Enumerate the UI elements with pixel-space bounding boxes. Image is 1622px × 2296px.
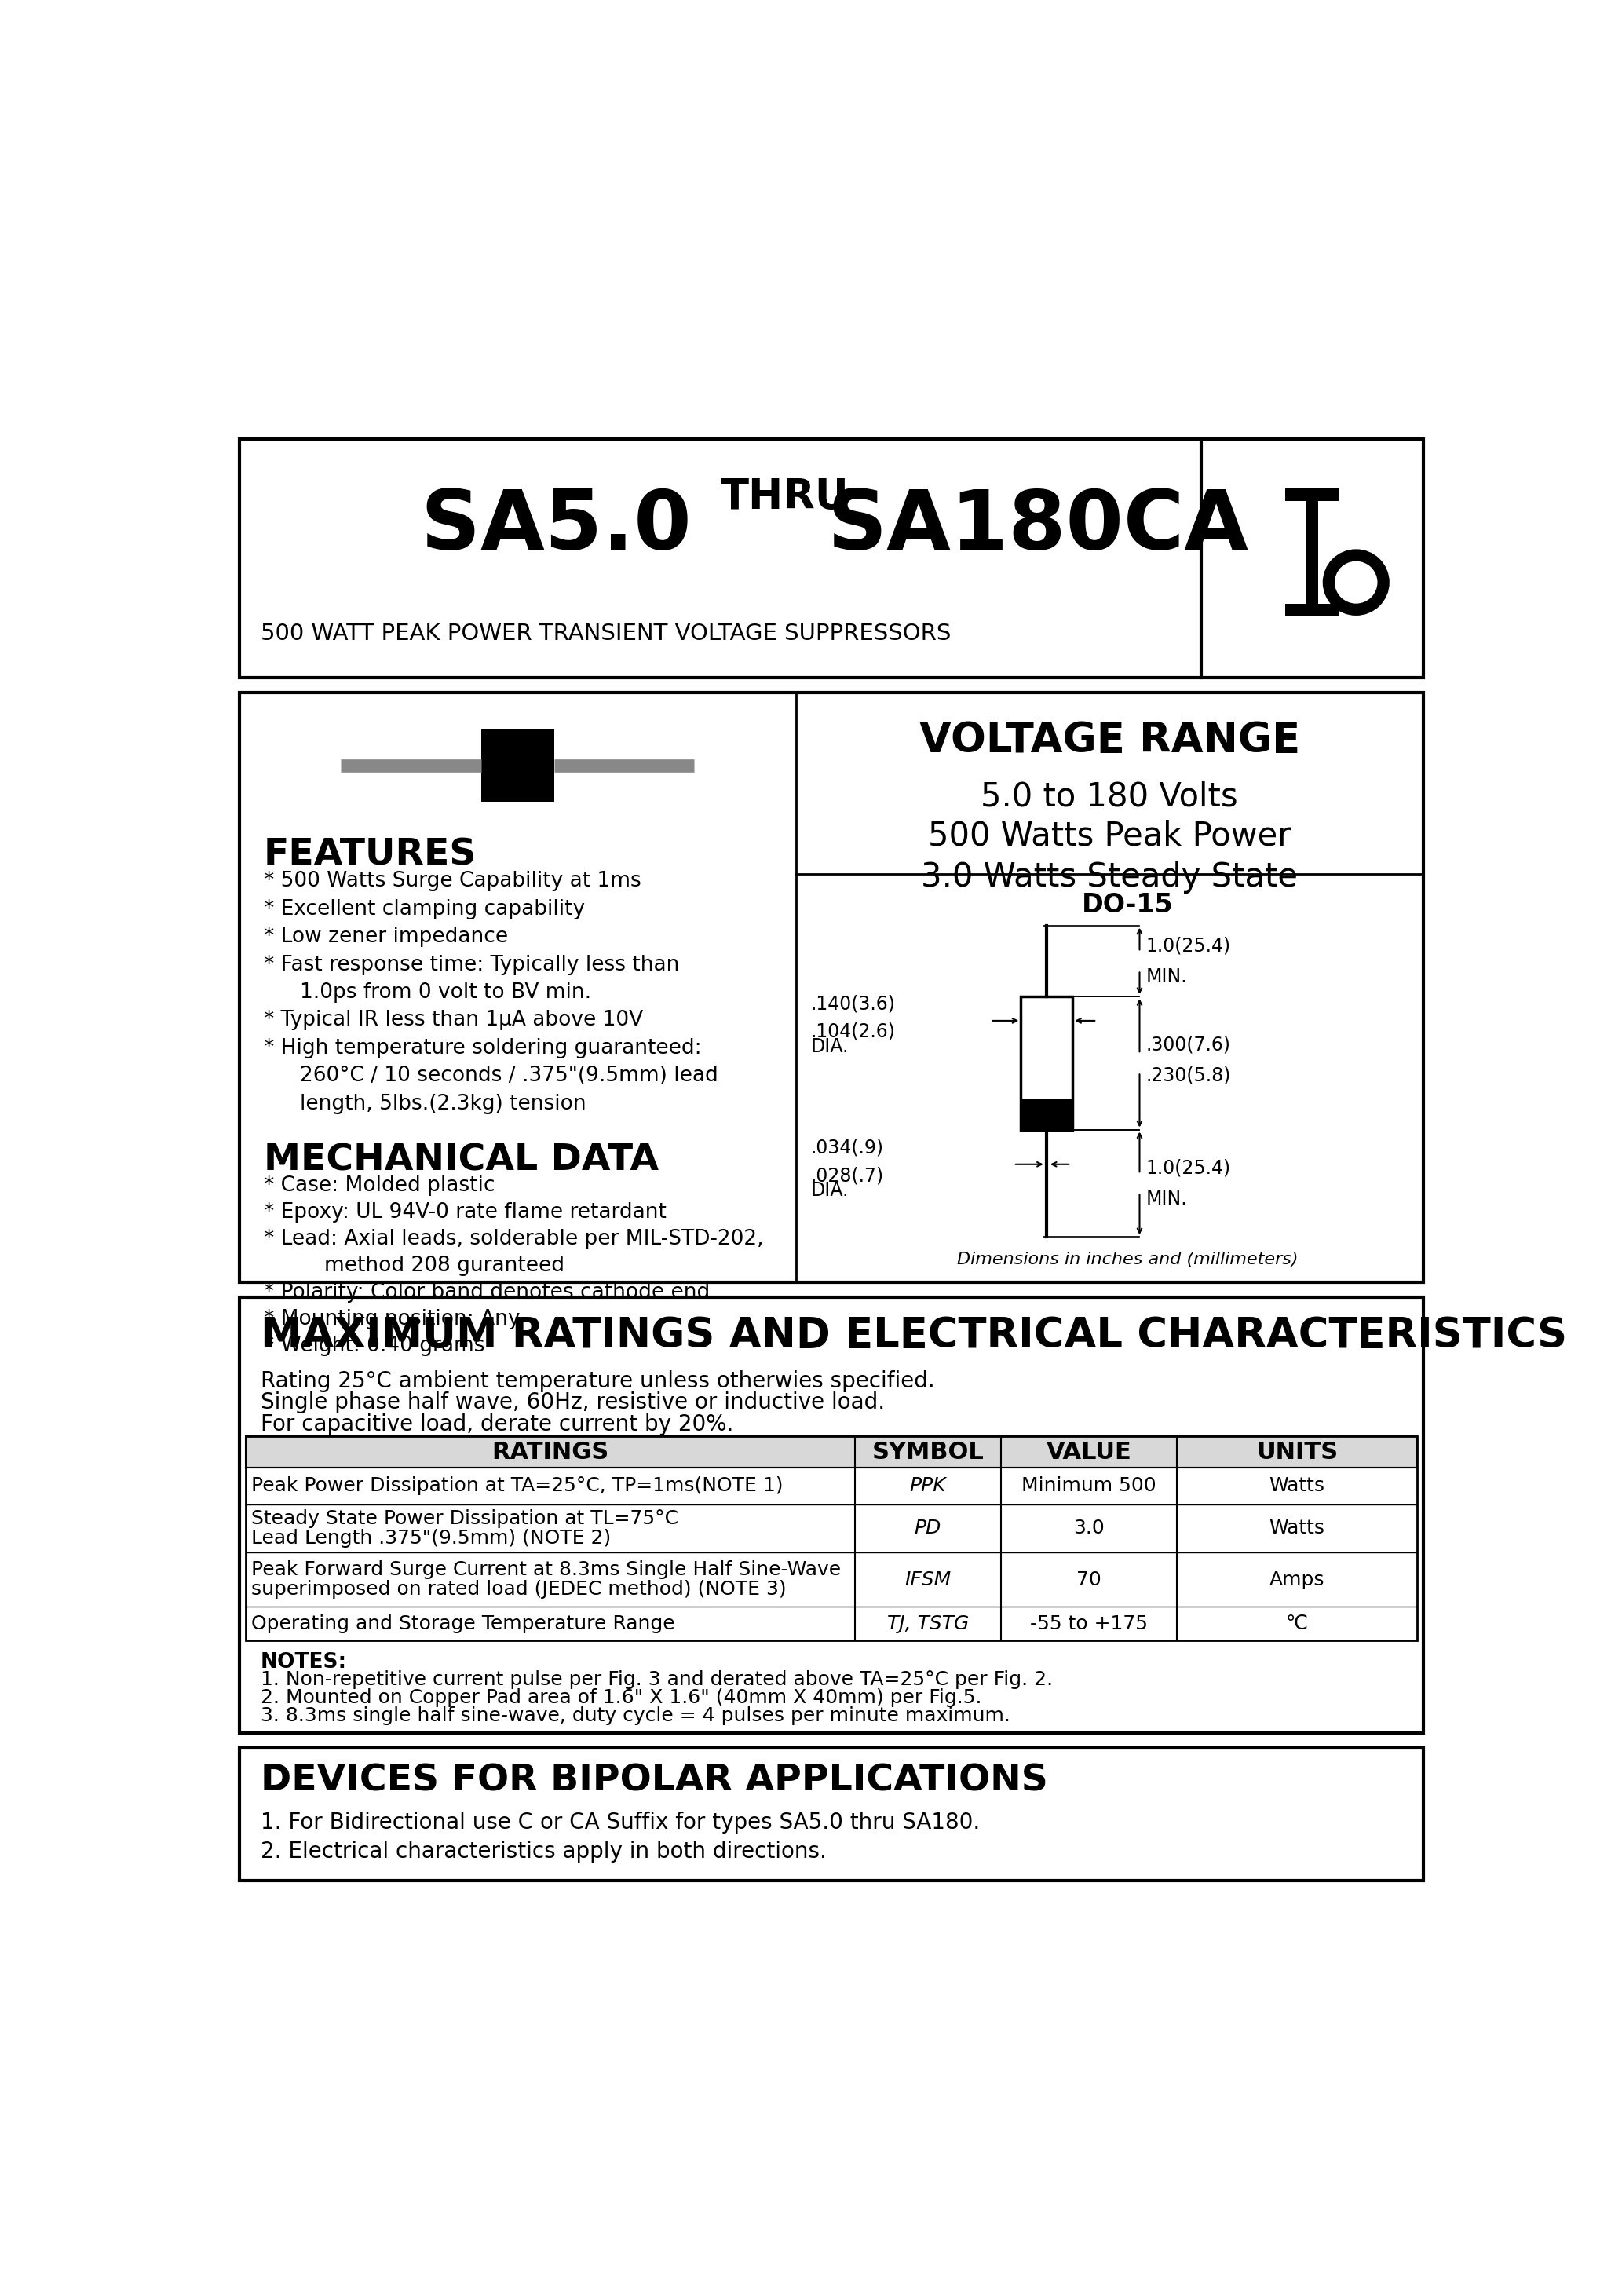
Text: .034(.9): .034(.9) [811, 1139, 884, 1157]
Text: 260°C / 10 seconds / .375"(9.5mm) lead: 260°C / 10 seconds / .375"(9.5mm) lead [300, 1065, 719, 1086]
Text: VALUE: VALUE [1046, 1440, 1132, 1463]
Text: .140(3.6): .140(3.6) [811, 994, 895, 1013]
Text: 500 WATT PEAK POWER TRANSIENT VOLTAGE SUPPRESSORS: 500 WATT PEAK POWER TRANSIENT VOLTAGE SU… [261, 622, 950, 645]
Text: Steady State Power Dissipation at TL=75°C: Steady State Power Dissipation at TL=75°… [251, 1508, 678, 1529]
Text: * High temperature soldering guaranteed:: * High temperature soldering guaranteed: [264, 1038, 701, 1058]
Text: RATINGS: RATINGS [491, 1440, 608, 1463]
Text: -55 to +175: -55 to +175 [1030, 1614, 1148, 1632]
Text: 500 Watts Peak Power: 500 Watts Peak Power [928, 820, 1291, 852]
Text: Single phase half wave, 60Hz, resistive or inductive load.: Single phase half wave, 60Hz, resistive … [261, 1391, 884, 1414]
Text: NOTES:: NOTES: [261, 1653, 347, 1674]
Text: .300(7.6): .300(7.6) [1145, 1035, 1231, 1054]
Bar [1020, 1100, 1072, 1130]
Bar [1285, 489, 1340, 501]
Text: Peak Forward Surge Current at 8.3ms Single Half Sine-Wave: Peak Forward Surge Current at 8.3ms Sing… [251, 1561, 842, 1580]
Text: MIN.: MIN. [1145, 967, 1187, 985]
Text: * Case: Molded plastic: * Case: Molded plastic [264, 1176, 495, 1196]
Text: superimposed on rated load (JEDEC method) (NOTE 3): superimposed on rated load (JEDEC method… [251, 1580, 787, 1598]
Text: PD: PD [915, 1520, 941, 1538]
Text: * 500 Watts Surge Capability at 1ms: * 500 Watts Surge Capability at 1ms [264, 870, 641, 891]
Text: * Mounting position: Any: * Mounting position: Any [264, 1309, 521, 1329]
Text: 5.0 to 180 Volts: 5.0 to 180 Volts [981, 781, 1238, 813]
Text: 1.0ps from 0 volt to BV min.: 1.0ps from 0 volt to BV min. [300, 983, 592, 1003]
Text: Watts: Watts [1270, 1520, 1325, 1538]
Text: * Fast response time: Typically less than: * Fast response time: Typically less tha… [264, 955, 680, 976]
Text: .230(5.8): .230(5.8) [1145, 1065, 1231, 1086]
Text: Lead Length .375"(9.5mm) (NOTE 2): Lead Length .375"(9.5mm) (NOTE 2) [251, 1529, 611, 1548]
Text: THRU: THRU [720, 475, 848, 517]
Bar [240, 439, 1422, 677]
Text: * Excellent clamping capability: * Excellent clamping capability [264, 900, 586, 918]
Text: DIA.: DIA. [811, 1180, 848, 1201]
Text: 3.0: 3.0 [1074, 1520, 1105, 1538]
Text: For capacitive load, derate current by 20%.: For capacitive load, derate current by 2… [261, 1414, 733, 1435]
Text: Peak Power Dissipation at TA=25°C, TP=1ms(NOTE 1): Peak Power Dissipation at TA=25°C, TP=1m… [251, 1476, 783, 1495]
Text: SA5.0: SA5.0 [420, 487, 720, 567]
Text: 1. Non-repetitive current pulse per Fig. 3 and derated above TA=25°C per Fig. 2.: 1. Non-repetitive current pulse per Fig.… [261, 1671, 1053, 1690]
Bar [1306, 501, 1319, 604]
Text: SYMBOL: SYMBOL [873, 1440, 985, 1463]
Bar [245, 1437, 1418, 1467]
Bar [245, 1437, 1418, 1639]
Text: 70: 70 [1077, 1570, 1101, 1589]
Text: MECHANICAL DATA: MECHANICAL DATA [264, 1143, 659, 1178]
Text: method 208 guranteed: method 208 guranteed [324, 1256, 564, 1277]
Bar [240, 1747, 1422, 1880]
Bar [240, 693, 1422, 1281]
Text: * Weight: 0.40 grams: * Weight: 0.40 grams [264, 1336, 485, 1357]
Text: FEATURES: FEATURES [264, 838, 477, 872]
Text: * Typical IR less than 1μA above 10V: * Typical IR less than 1μA above 10V [264, 1010, 642, 1031]
Text: DEVICES FOR BIPOLAR APPLICATIONS: DEVICES FOR BIPOLAR APPLICATIONS [261, 1763, 1048, 1798]
Text: * Lead: Axial leads, solderable per MIL-STD-202,: * Lead: Axial leads, solderable per MIL-… [264, 1228, 764, 1249]
Text: UNITS: UNITS [1255, 1440, 1338, 1463]
Text: PPK: PPK [910, 1476, 946, 1495]
Text: 3.0 Watts Steady State: 3.0 Watts Steady State [921, 861, 1298, 893]
Text: 1.0(25.4): 1.0(25.4) [1145, 1157, 1231, 1178]
Bar [1020, 996, 1072, 1130]
Text: 3. 8.3ms single half sine-wave, duty cycle = 4 pulses per minute maximum.: 3. 8.3ms single half sine-wave, duty cyc… [261, 1706, 1011, 1727]
Text: MIN.: MIN. [1145, 1189, 1187, 1208]
Text: 2. Electrical characteristics apply in both directions.: 2. Electrical characteristics apply in b… [261, 1841, 827, 1862]
Text: .104(2.6): .104(2.6) [811, 1022, 895, 1040]
Text: Amps: Amps [1270, 1570, 1325, 1589]
Text: Minimum 500: Minimum 500 [1022, 1476, 1156, 1495]
Text: 1.0(25.4): 1.0(25.4) [1145, 937, 1231, 955]
Text: VOLTAGE RANGE: VOLTAGE RANGE [920, 721, 1299, 760]
Text: DO-15: DO-15 [1082, 893, 1174, 918]
Text: SA180CA: SA180CA [827, 487, 1249, 567]
Text: Rating 25°C ambient temperature unless otherwies specified.: Rating 25°C ambient temperature unless o… [261, 1371, 934, 1391]
Text: DIA.: DIA. [811, 1038, 848, 1056]
Text: 1. For Bidirectional use C or CA Suffix for types SA5.0 thru SA180.: 1. For Bidirectional use C or CA Suffix … [261, 1812, 980, 1832]
Text: IFSM: IFSM [905, 1570, 950, 1589]
Text: 2. Mounted on Copper Pad area of 1.6" X 1.6" (40mm X 40mm) per Fig.5.: 2. Mounted on Copper Pad area of 1.6" X … [261, 1688, 981, 1708]
Text: ℃: ℃ [1286, 1614, 1307, 1632]
Text: * Polarity: Color band denotes cathode end: * Polarity: Color band denotes cathode e… [264, 1281, 710, 1302]
Text: * Low zener impedance: * Low zener impedance [264, 928, 508, 948]
Text: Operating and Storage Temperature Range: Operating and Storage Temperature Range [251, 1614, 675, 1632]
Bar [1285, 604, 1340, 615]
Text: length, 5lbs.(2.3kg) tension: length, 5lbs.(2.3kg) tension [300, 1093, 587, 1114]
Text: Watts: Watts [1270, 1476, 1325, 1495]
Text: MAXIMUM RATINGS AND ELECTRICAL CHARACTERISTICS: MAXIMUM RATINGS AND ELECTRICAL CHARACTER… [261, 1316, 1567, 1357]
Bar [240, 1297, 1422, 1733]
Text: TJ, TSTG: TJ, TSTG [887, 1614, 968, 1632]
Text: * Epoxy: UL 94V-0 rate flame retardant: * Epoxy: UL 94V-0 rate flame retardant [264, 1203, 667, 1224]
Text: .028(.7): .028(.7) [811, 1166, 884, 1185]
Text: Dimensions in inches and (millimeters): Dimensions in inches and (millimeters) [957, 1251, 1298, 1267]
Bar [482, 730, 555, 801]
